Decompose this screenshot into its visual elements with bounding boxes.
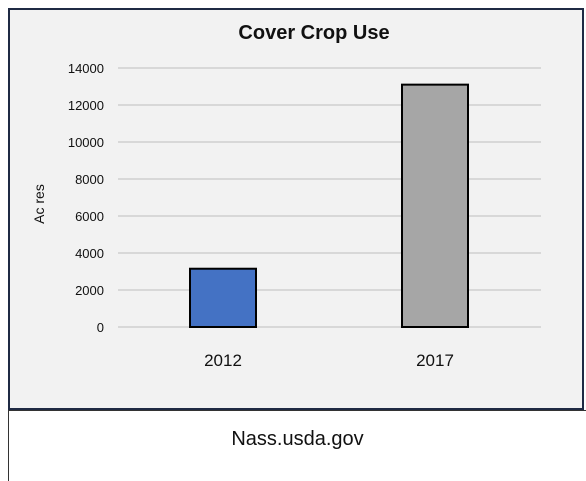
x-tick-label: 2017	[416, 351, 454, 370]
bars	[189, 83, 469, 329]
x-tick-labels: 2012 2017	[204, 351, 454, 370]
bar-chart: Cover Crop Use Ac res 0 2000 4000 6000 8000 1…	[31, 22, 541, 370]
caption-cell: Nass.usda.gov	[8, 410, 586, 481]
y-tick-label: 10000	[68, 135, 104, 150]
y-tick-label: 8000	[75, 172, 104, 187]
gridlines	[118, 67, 541, 328]
x-tick-label: 2012	[204, 351, 242, 370]
y-tick-label: 14000	[68, 61, 104, 76]
chart-title: Cover Crop Use	[238, 22, 389, 44]
y-tick-labels: 0 2000 4000 6000 8000 10000 12000 14000	[68, 61, 104, 335]
y-tick-label: 2000	[75, 283, 104, 298]
source-caption: Nass.usda.gov	[231, 428, 364, 450]
chart-frame	[8, 8, 584, 410]
bar-2017	[401, 83, 469, 329]
y-tick-label: 4000	[75, 246, 104, 261]
bar-2012	[189, 267, 257, 329]
y-tick-label: 0	[97, 320, 104, 335]
y-axis-label: Ac res	[31, 184, 47, 224]
y-tick-label: 12000	[68, 98, 104, 113]
y-tick-label: 6000	[75, 209, 104, 224]
